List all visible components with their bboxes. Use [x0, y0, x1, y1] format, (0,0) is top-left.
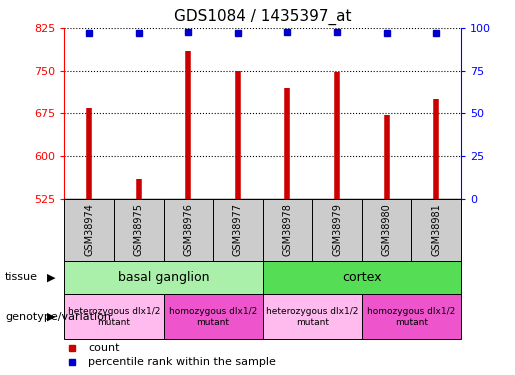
- Bar: [64, 199, 114, 261]
- Text: basal ganglion: basal ganglion: [118, 271, 209, 284]
- Text: tissue: tissue: [5, 273, 38, 282]
- Bar: [263, 199, 312, 261]
- Bar: [163, 199, 213, 261]
- Text: GSM38977: GSM38977: [233, 203, 243, 256]
- Bar: [114, 199, 163, 261]
- Bar: [64, 261, 263, 294]
- Bar: [263, 261, 461, 294]
- Text: percentile rank within the sample: percentile rank within the sample: [88, 357, 276, 368]
- Bar: [163, 294, 263, 339]
- Text: cortex: cortex: [342, 271, 382, 284]
- Text: ▶: ▶: [47, 273, 56, 282]
- Text: count: count: [88, 343, 119, 353]
- Text: GSM38975: GSM38975: [134, 203, 144, 256]
- Text: heterozygous dlx1/2
mutant: heterozygous dlx1/2 mutant: [266, 307, 358, 327]
- Bar: [362, 199, 411, 261]
- Title: GDS1084 / 1435397_at: GDS1084 / 1435397_at: [174, 9, 351, 26]
- Text: homozygous dlx1/2
mutant: homozygous dlx1/2 mutant: [169, 307, 257, 327]
- Text: ▶: ▶: [47, 312, 56, 322]
- Bar: [213, 199, 263, 261]
- Bar: [263, 294, 362, 339]
- Text: heterozygous dlx1/2
mutant: heterozygous dlx1/2 mutant: [68, 307, 160, 327]
- Text: GSM38976: GSM38976: [183, 203, 193, 256]
- Bar: [411, 199, 461, 261]
- Bar: [64, 294, 163, 339]
- Bar: [312, 199, 362, 261]
- Text: GSM38979: GSM38979: [332, 203, 342, 256]
- Text: homozygous dlx1/2
mutant: homozygous dlx1/2 mutant: [367, 307, 455, 327]
- Text: GSM38978: GSM38978: [282, 203, 293, 256]
- Text: GSM38974: GSM38974: [84, 203, 94, 256]
- Bar: [362, 294, 461, 339]
- Text: GSM38981: GSM38981: [431, 203, 441, 256]
- Text: genotype/variation: genotype/variation: [5, 312, 111, 322]
- Text: GSM38980: GSM38980: [382, 203, 391, 256]
